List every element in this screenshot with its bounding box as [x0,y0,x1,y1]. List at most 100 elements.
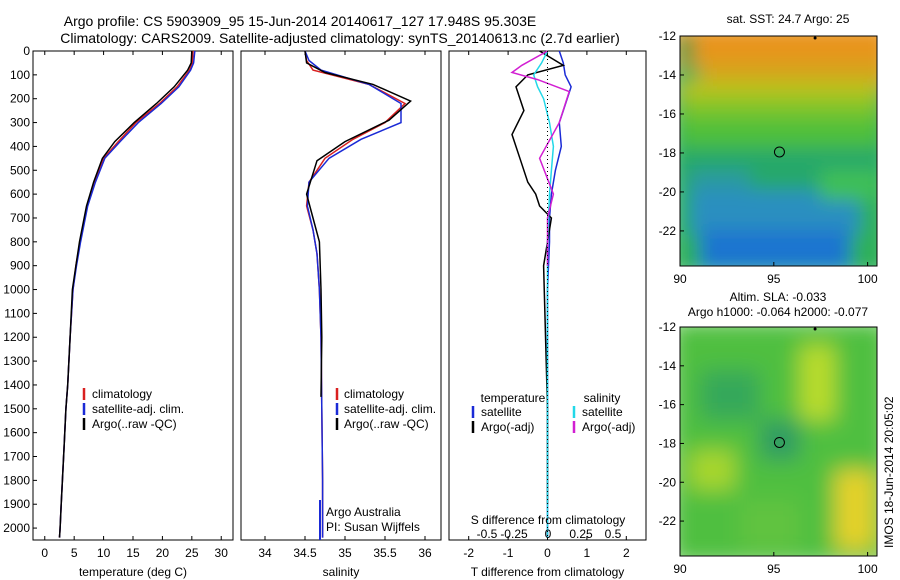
temperature-panel-xlabel: temperature (deg C) [79,565,187,579]
temperature-panel-ytick-label: 1600 [3,426,30,440]
map-xtick-label: 90 [673,272,687,286]
temperature-panel-xtick-label: 10 [97,546,111,560]
imos-timestamp-label: IMOS 18-Jun-2014 20:05:02 [882,396,896,548]
salinity-panel-xtick-label: 34 [258,546,272,560]
series-line [58,50,194,538]
map-ytick-label: -18 [659,146,677,160]
sst-heatmap [680,36,877,266]
sst-map-title: sat. SST: 24.7 Argo: 25 [727,12,850,26]
difference-panel-xlabel: T difference from climatology [471,565,625,579]
temperature-panel-ytick-label: 1800 [3,473,30,487]
legend-label: Argo(-adj) [481,420,534,434]
salinity-panel-frame [240,50,442,541]
difference-panel-xtick-label: -2 [463,546,474,560]
legend-label: climatology [344,387,404,401]
map-ytick-label: -14 [659,359,677,373]
xtick-top-label: -0.5 [477,527,498,541]
difference-panel-xtick-label: 2 [623,546,630,560]
sla-map-frame [679,326,878,557]
temperature-panel-ytick-label: 2000 [3,521,30,535]
sla-map-subtitle: Argo h1000: -0.064 h2000: -0.077 [688,305,868,319]
legend-label: satellite-adj. clim. [92,402,184,416]
legend-label: climatology [92,387,152,401]
temperature-panel-ytick-label: 600 [10,187,30,201]
legend-label: satellite [481,405,522,419]
xtick-top-label: 0 [545,527,552,541]
temperature-panel-ytick-label: 200 [10,92,30,106]
map-ytick-label: -22 [659,224,677,238]
map-xtick-label: 90 [673,562,687,576]
map-ytick-label: -12 [659,29,677,43]
temperature-panel-ytick-label: 1400 [3,378,30,392]
difference-panel-xtick-label: 1 [584,546,591,560]
figure-title-line2: Climatology: CARS2009. Satellite-adjuste… [60,30,620,46]
salinity-panel-xtick-label: 35.5 [373,546,397,560]
map-dot [813,327,817,331]
salinity-panel-xlabel: salinity [323,565,360,579]
annotation-line: Argo Australia [326,505,401,519]
map-ytick-label: -20 [659,185,677,199]
xtick-top-label: 0.5 [605,527,622,541]
temperature-panel-xtick-label: 0 [41,546,48,560]
temperature-panel-ytick-label: 500 [10,163,30,177]
map-xtick-label: 95 [767,272,781,286]
temperature-panel-ytick-label: 0 [23,44,30,58]
map-ytick-label: -18 [659,436,677,450]
map-ytick-label: -14 [659,68,677,82]
series-line [58,50,196,538]
xtick-top-label: 0.25 [569,527,593,541]
map-ytick-label: -12 [659,320,677,334]
temperature-panel-ytick-label: 1300 [3,354,30,368]
xlabel-top: S difference from climatology [471,513,626,527]
temperature-panel-ytick-label: 900 [10,259,30,273]
salinity-panel-xtick-label: 34.5 [293,546,317,560]
temperature-panel-ytick-label: 100 [10,68,30,82]
temperature-panel-ytick-label: 1500 [3,402,30,416]
map-xtick-label: 100 [858,272,878,286]
temperature-panel-ytick-label: 400 [10,139,30,153]
salinity-panel-xtick-label: 35 [338,546,352,560]
difference-panel-xtick-label: -1 [503,546,514,560]
annotation-line: PI: Susan Wijffels [326,520,420,534]
legend-label: Argo(-adj) [582,420,635,434]
map-ytick-label: -16 [659,107,677,121]
legend-label: satellite [582,405,623,419]
argo-position-marker [773,436,785,448]
map-xtick-label: 100 [858,562,878,576]
series-line [304,50,412,397]
temperature-panel-ytick-label: 1700 [3,450,30,464]
sla-map-title: Altim. SLA: -0.033 [730,290,827,304]
difference-panel-xtick-label: 0 [544,546,551,560]
map-ytick-label: -16 [659,398,677,412]
temperature-panel-xtick-label: 15 [126,546,140,560]
series-line [510,50,571,266]
temperature-panel-xtick-label: 5 [71,546,78,560]
series-line [532,50,555,538]
sst-map-frame [679,35,878,267]
legend-label: Argo(..raw -QC) [344,417,429,431]
temperature-panel-ytick-label: 800 [10,235,30,249]
map-xtick-label: 95 [767,562,781,576]
legend-label: satellite-adj. clim. [344,402,436,416]
legend-label: Argo(..raw -QC) [92,417,177,431]
sla-heatmap [680,327,877,556]
legend-header: temperature [481,391,546,405]
temperature-panel-ytick-label: 1000 [3,283,30,297]
legend-header: salinity [584,391,621,405]
map-ytick-label: -20 [659,475,677,489]
temperature-panel-xtick-label: 25 [185,546,199,560]
figure-title-line1: Argo profile: CS 5903909_95 15-Jun-2014 … [64,13,537,29]
temperature-panel-ytick-label: 300 [10,116,30,130]
temperature-panel-ytick-label: 1200 [3,330,30,344]
map-dot [813,36,817,40]
temperature-panel-xtick-label: 30 [215,546,229,560]
map-ytick-label: -22 [659,514,677,528]
series-line [511,50,566,505]
salinity-panel-xtick-label: 36 [418,546,432,560]
argo-position-marker [773,146,785,158]
temperature-panel-ytick-label: 1100 [4,306,30,320]
temperature-panel-xtick-label: 20 [156,546,170,560]
series-line [58,50,193,538]
